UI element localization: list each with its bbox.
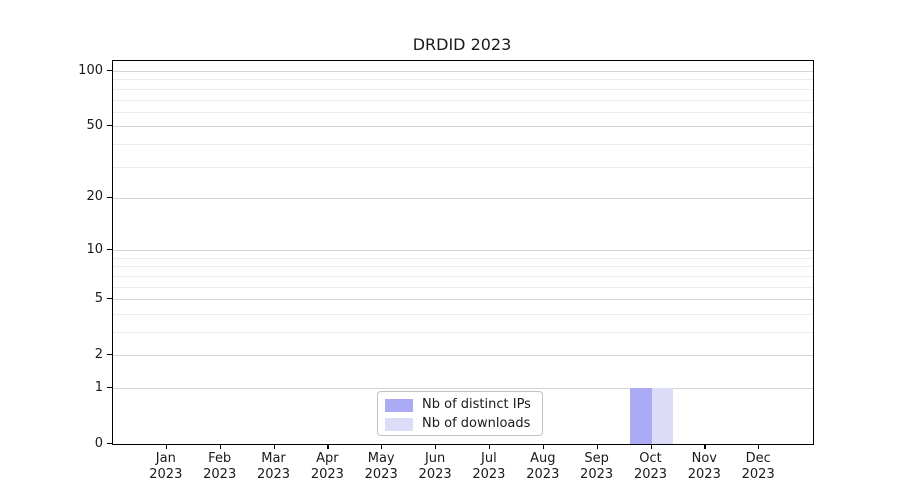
y-tick-mark [107,196,112,199]
x-tick-label: Oct 2023 [619,451,683,483]
legend-swatch-distinct-ips [385,398,413,412]
x-tick-month: Jan [155,451,176,466]
gridline-minor [113,275,813,277]
plot-area: Nb of distinct IPs Nb of downloads [112,60,814,445]
gridline-minor [113,266,813,268]
legend-item-downloads: Nb of downloads [385,417,542,431]
y-tick-label: 1 [94,379,103,395]
y-tick-mark [107,298,112,300]
legend-swatch-downloads [385,417,413,431]
x-tick-year: 2023 [526,467,560,482]
gridline-minor [113,257,813,259]
x-tick-label: Jan 2023 [134,451,198,483]
x-tick-label: Nov 2023 [672,451,736,483]
legend-label-downloads: Nb of downloads [422,416,531,431]
x-tick-mark [273,444,275,449]
bar-distinct-ips [630,388,652,444]
x-tick-month: Sep [584,451,609,466]
x-tick-mark [219,444,221,449]
gridline-minor [113,88,813,90]
gridline-major [113,388,813,389]
y-tick-label: 2 [94,346,103,362]
x-tick-year: 2023 [418,467,452,482]
gridline-minor [113,166,813,168]
x-tick-label: Sep 2023 [565,451,629,483]
x-tick-mark [704,444,706,449]
y-tick-label: 10 [86,241,103,257]
legend: Nb of distinct IPs Nb of downloads [377,391,543,436]
x-tick-label: Dec 2023 [726,451,790,483]
gridline-major [113,71,813,72]
x-tick-label: Mar 2023 [242,451,306,483]
gridline-minor [113,313,813,315]
x-tick-year: 2023 [364,467,398,482]
x-tick-mark [165,444,168,449]
gridline-minor [113,143,813,145]
x-tick-mark [596,444,598,449]
gridline-minor [113,286,813,288]
gridline-major [113,355,813,357]
gridline-major [113,126,813,128]
bar-downloads [651,388,673,444]
x-tick-month: Jul [481,451,497,466]
y-tick-mark [107,70,112,72]
x-tick-month: Oct [639,451,662,466]
x-tick-year: 2023 [472,467,506,482]
gridline-minor [113,79,813,81]
gridline-major [113,299,813,301]
y-tick-mark [107,443,112,445]
x-tick-month: Feb [208,451,232,466]
x-tick-month: Dec [745,451,771,466]
gridline-minor [113,332,813,333]
x-tick-label: Jun 2023 [403,451,467,483]
x-tick-year: 2023 [580,467,614,482]
y-tick-label: 50 [86,117,103,133]
x-tick-mark [435,444,437,449]
gridline-minor [113,111,813,113]
x-tick-year: 2023 [310,467,344,482]
legend-item-distinct-ips: Nb of distinct IPs [385,398,542,412]
x-tick-mark [381,444,383,449]
x-tick-year: 2023 [741,467,775,482]
x-tick-month: Jun [424,451,446,466]
y-tick-mark [107,387,112,389]
y-tick-label: 0 [94,435,103,451]
y-tick-label: 20 [86,189,103,205]
x-tick-label: May 2023 [349,451,413,483]
y-tick-mark [107,125,112,127]
x-tick-label: Aug 2023 [511,451,575,483]
x-tick-month: Nov [691,451,717,466]
y-tick-mark [107,249,112,251]
gridline-major [113,197,813,199]
x-tick-year: 2023 [203,467,237,482]
x-tick-year: 2023 [149,467,183,482]
legend-label-distinct-ips: Nb of distinct IPs [422,397,531,412]
x-tick-year: 2023 [256,467,291,482]
gridline-minor [113,99,813,101]
chart-title: DRDID 2023 [412,35,512,54]
x-tick-mark [542,444,545,449]
y-tick-label: 5 [94,290,103,306]
x-tick-year: 2023 [633,467,668,482]
x-tick-mark [488,444,491,449]
x-tick-month: May [367,451,395,466]
x-tick-label: Jul 2023 [457,451,521,483]
x-tick-mark [758,444,760,449]
x-tick-month: Mar [261,451,286,466]
x-tick-mark [327,444,329,449]
y-tick-mark [107,354,112,356]
gridline-major [113,250,813,252]
x-tick-month: Aug [530,451,556,466]
x-tick-month: Apr [316,451,339,466]
x-tick-mark [650,444,652,449]
y-tick-label: 100 [78,62,103,78]
x-tick-year: 2023 [687,467,721,482]
x-tick-label: Apr 2023 [295,451,359,483]
x-tick-label: Feb 2023 [188,451,252,483]
